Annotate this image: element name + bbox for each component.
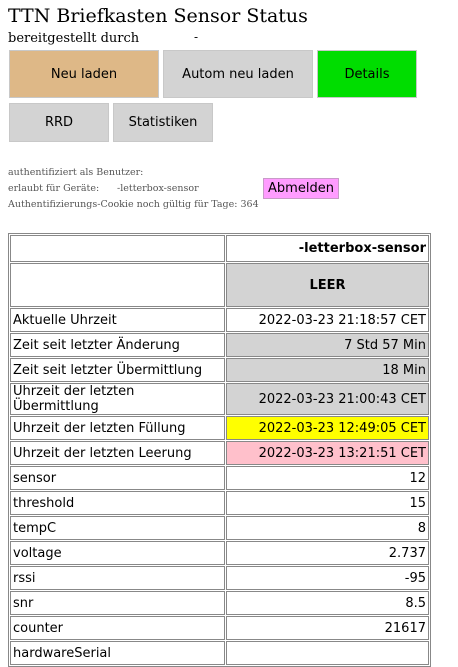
table-row: Zeit seit letzter Übermittlung 18 Min [10, 358, 429, 382]
row-value: 18 Min [226, 358, 429, 382]
table-row: hardwareSerial [10, 641, 429, 665]
table-row: threshold 15 [10, 491, 429, 515]
row-label: counter [10, 616, 225, 640]
sensor-name-header: -letterbox-sensor [226, 235, 429, 262]
row-label: Uhrzeit der letzten Übermittlung [10, 383, 225, 415]
logout-button[interactable]: Abmelden [263, 178, 339, 199]
row-value: 2022-03-23 21:18:57 CET [226, 308, 429, 332]
table-row: Aktuelle Uhrzeit 2022-03-23 21:18:57 CET [10, 308, 429, 332]
table-row: snr 8.5 [10, 591, 429, 615]
row-value: 21617 [226, 616, 429, 640]
status-table: -letterbox-sensor LEER Aktuelle Uhrzeit … [8, 233, 431, 667]
row-value: 8 [226, 516, 429, 540]
table-row: Uhrzeit der letzten Übermittlung 2022-03… [10, 383, 429, 415]
row-value: -95 [226, 566, 429, 590]
empty-header-cell [10, 235, 225, 262]
statistics-button[interactable]: Statistiken [113, 103, 213, 142]
page-title: TTN Briefkasten Sensor Status [8, 5, 308, 27]
table-row: rssi -95 [10, 566, 429, 590]
table-row: Zeit seit letzter Änderung 7 Std 57 Min [10, 333, 429, 357]
row-label: threshold [10, 491, 225, 515]
details-button[interactable]: Details [317, 50, 417, 98]
row-label: hardwareSerial [10, 641, 225, 665]
row-label: snr [10, 591, 225, 615]
row-label: Uhrzeit der letzten Leerung [10, 441, 225, 465]
table-row: voltage 2.737 [10, 541, 429, 565]
table-row: LEER [10, 263, 429, 307]
row-label: voltage [10, 541, 225, 565]
row-value: 15 [226, 491, 429, 515]
auth-devices-value: -letterbox-sensor [117, 183, 199, 194]
table-row: Uhrzeit der letzten Füllung 2022-03-23 1… [10, 416, 429, 440]
row-label: Aktuelle Uhrzeit [10, 308, 225, 332]
provided-by-text: bereitgestellt durch [8, 31, 140, 46]
row-label: sensor [10, 466, 225, 490]
mailbox-state: LEER [226, 263, 429, 307]
row-label: Uhrzeit der letzten Füllung [10, 416, 225, 440]
auth-user-text: authentifiziert als Benutzer: [8, 167, 144, 178]
reload-button[interactable]: Neu laden [9, 50, 159, 98]
empty-state-label-cell [10, 263, 225, 307]
row-value: 2.737 [226, 541, 429, 565]
row-value: 8.5 [226, 591, 429, 615]
table-row: tempC 8 [10, 516, 429, 540]
row-value [226, 641, 429, 665]
table-row: -letterbox-sensor [10, 235, 429, 262]
row-value: 2022-03-23 21:00:43 CET [226, 383, 429, 415]
provider-mark: - [194, 30, 199, 44]
auto-reload-button[interactable]: Autom neu laden [163, 50, 313, 98]
row-label: tempC [10, 516, 225, 540]
auth-cookie-text: Authentifizierungs-Cookie noch gültig fü… [8, 199, 259, 210]
row-value: 2022-03-23 12:49:05 CET [226, 416, 429, 440]
auth-devices-label: erlaubt für Geräte: [8, 183, 100, 194]
rrd-button[interactable]: RRD [9, 103, 109, 142]
row-label: Zeit seit letzter Änderung [10, 333, 225, 357]
row-label: rssi [10, 566, 225, 590]
table-row: Uhrzeit der letzten Leerung 2022-03-23 1… [10, 441, 429, 465]
table-row: sensor 12 [10, 466, 429, 490]
row-value: 7 Std 57 Min [226, 333, 429, 357]
row-label: Zeit seit letzter Übermittlung [10, 358, 225, 382]
row-value: 2022-03-23 13:21:51 CET [226, 441, 429, 465]
table-row: counter 21617 [10, 616, 429, 640]
row-value: 12 [226, 466, 429, 490]
